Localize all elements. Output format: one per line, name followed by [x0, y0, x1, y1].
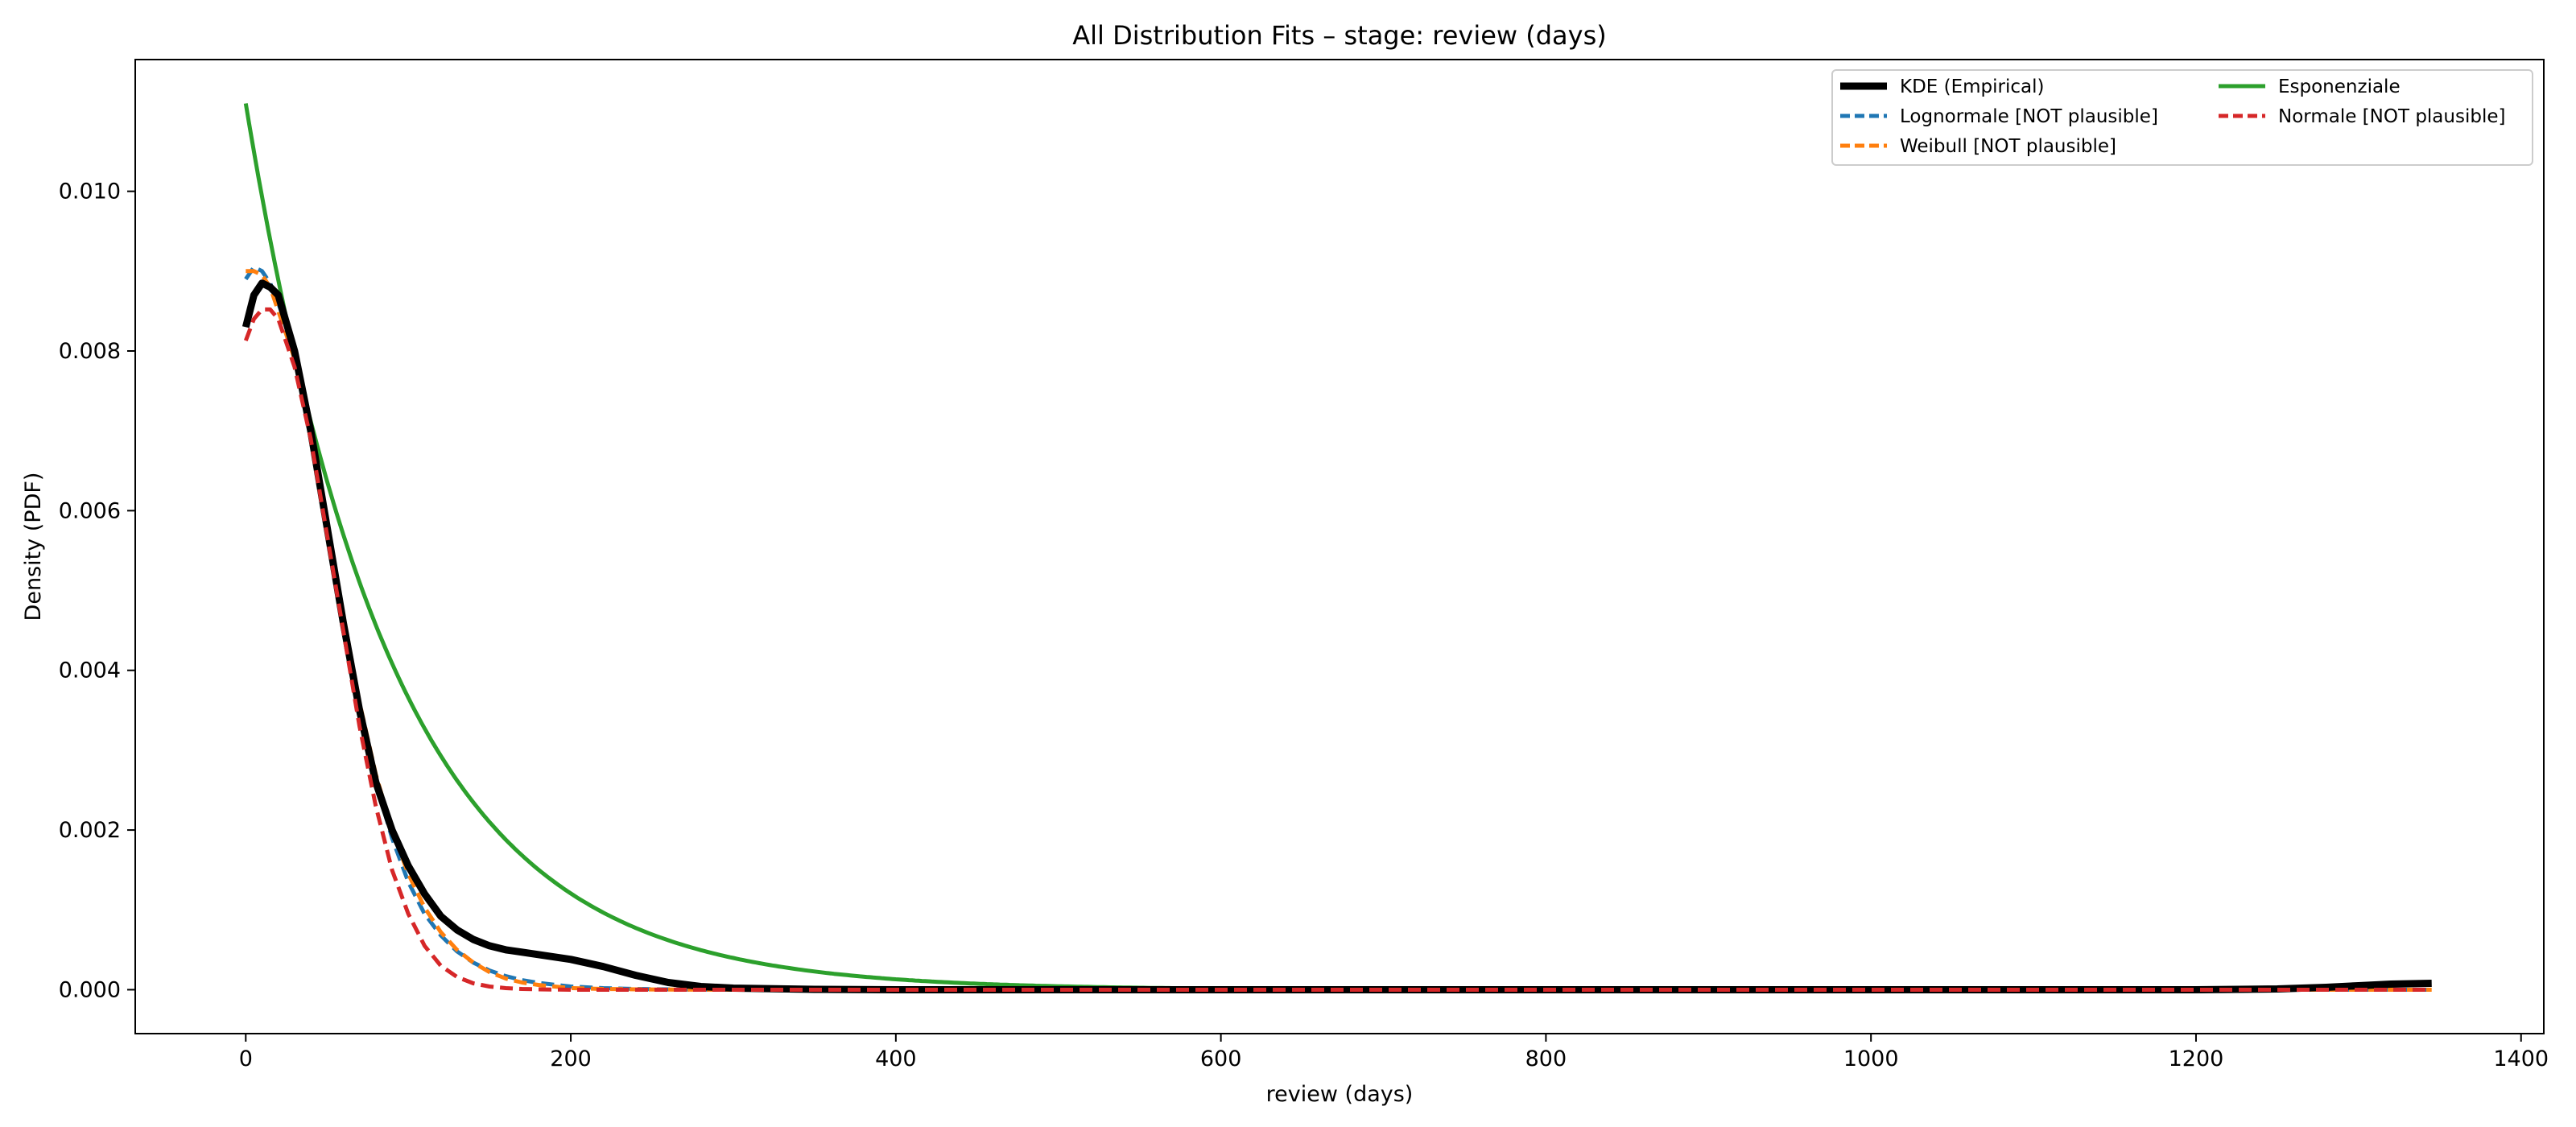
x-axis: 0 200 400 600 800 1000 1200 1400 — [239, 1034, 2549, 1071]
y-tick-label: 0.006 — [59, 498, 121, 523]
series-line-normale-not-plausible — [243, 307, 2432, 992]
plot-frame — [134, 59, 2545, 1034]
chart-title: All Distribution Fits – stage: review (d… — [1072, 20, 1607, 51]
y-axis-label: Density (PDF) — [21, 473, 46, 621]
legend-item-normale-not-plausible: Normale [NOT plausible] — [2219, 106, 2505, 127]
x-tick-label: 400 — [875, 1046, 917, 1071]
y-tick-label: 0.002 — [59, 818, 121, 843]
legend-item-weibull-not-plausible: Weibull [NOT plausible] — [1840, 136, 2116, 157]
legend-label: Weibull [NOT plausible] — [1900, 136, 2116, 157]
y-axis: 0.000 0.002 0.004 0.006 0.008 0.010 — [59, 180, 135, 1002]
x-tick-label: 1200 — [2169, 1046, 2224, 1071]
x-tick-label: 800 — [1525, 1046, 1567, 1071]
y-tick-label: 0.010 — [59, 180, 121, 204]
legend-item-kde-empirical: KDE (Empirical) — [1840, 76, 2045, 97]
x-tick-label: 600 — [1200, 1046, 1242, 1071]
legend-item-esponenziale: Esponenziale — [2219, 76, 2401, 97]
y-tick-label: 0.004 — [59, 658, 121, 683]
legend-label: Normale [NOT plausible] — [2278, 106, 2505, 127]
x-tick-label: 0 — [239, 1046, 253, 1071]
x-tick-label: 200 — [550, 1046, 592, 1071]
legend-label: KDE (Empirical) — [1900, 76, 2045, 97]
x-tick-label: 1000 — [1843, 1046, 1899, 1071]
legend-box — [1831, 69, 2533, 166]
y-tick-label: 0.000 — [59, 977, 121, 1002]
series-layer — [242, 103, 2432, 993]
x-axis-label: review (days) — [1266, 1082, 1414, 1107]
x-tick-label: 1400 — [2493, 1046, 2549, 1071]
legend-label: Lognormale [NOT plausible] — [1900, 106, 2158, 127]
legend-item-lognormale-not-plausible: Lognormale [NOT plausible] — [1840, 106, 2158, 127]
legend: KDE (Empirical) Lognormale [NOT plausible… — [1831, 69, 2533, 166]
legend-label: Esponenziale — [2278, 76, 2401, 97]
y-tick-label: 0.008 — [59, 339, 121, 364]
